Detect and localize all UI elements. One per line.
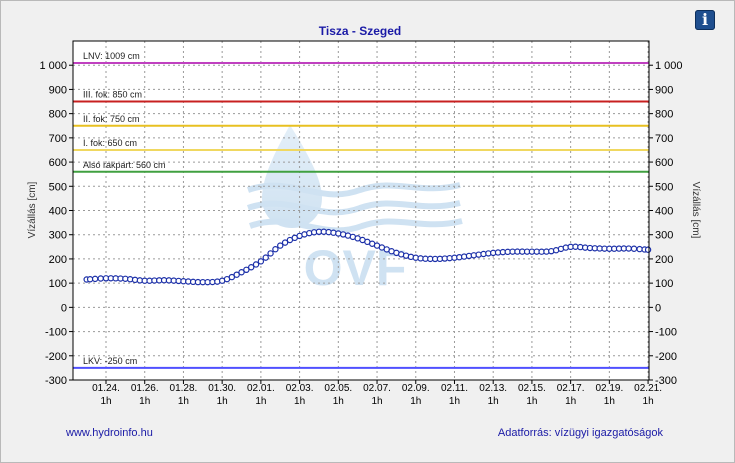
y-tick-label-right: 200 [655, 254, 673, 266]
x-tick-label-date: 01.28. [170, 383, 198, 394]
x-tick-label-date: 02.13. [479, 383, 507, 394]
y-tick-label-right: 1 000 [655, 60, 683, 72]
y-tick-label-left: 300 [49, 230, 67, 242]
data-point [91, 275, 99, 283]
x-tick-label-date: 01.26. [131, 383, 159, 394]
x-tick-label-hour: 1h [294, 396, 305, 407]
y-tick-label-right: 400 [655, 206, 673, 218]
data-point [281, 239, 289, 246]
data-point [247, 264, 255, 271]
x-tick-label-date: 02.15. [518, 383, 546, 394]
x-tick-label-date: 02.01. [247, 383, 275, 394]
data-point [267, 250, 274, 257]
y-tick-label-left: 400 [49, 206, 67, 218]
y-tick-label-right: 500 [655, 181, 673, 193]
data-point [243, 266, 250, 274]
y-tick-label-right: 0 [655, 302, 661, 314]
x-tick-label-date: 02.21. [634, 383, 662, 394]
threshold-label: II. fok: 750 cm [83, 114, 140, 124]
source-credit: Adatforrás: vízügyi igazgatóságok [497, 427, 663, 439]
y-tick-label-right: 700 [655, 133, 673, 145]
y-tick-label-left: 1 000 [39, 60, 67, 72]
x-tick-label-hour: 1h [565, 396, 576, 407]
x-tick-label-hour: 1h [449, 396, 460, 407]
data-point [277, 242, 284, 249]
threshold-label: LKV: -250 cm [83, 356, 137, 366]
x-tick-label-hour: 1h [604, 396, 615, 407]
data-point [257, 258, 265, 265]
y-tick-label-left: 0 [61, 302, 67, 314]
y-tick-label-left: 200 [49, 254, 67, 266]
x-tick-label-date: 02.11. [441, 383, 468, 394]
data-point [228, 273, 236, 281]
y-tick-label-left: 700 [49, 133, 67, 145]
x-tick-label-date: 01.30. [208, 383, 236, 394]
x-tick-label-hour: 1h [217, 396, 228, 407]
y-tick-label-left: 800 [49, 109, 67, 121]
y-tick-label-left: 900 [49, 84, 67, 96]
data-point [97, 275, 104, 282]
y-tick-label-right: 300 [655, 230, 673, 242]
threshold-label: III. fok: 850 cm [83, 90, 142, 100]
y-axis-label-left: Vízállás [cm] [27, 181, 38, 238]
y-tick-label-right: 800 [655, 109, 673, 121]
y-tick-label-left: 100 [49, 278, 67, 290]
y-tick-label-right: -200 [655, 351, 677, 363]
x-tick-label-date: 02.09. [402, 383, 430, 394]
x-tick-label-hour: 1h [488, 396, 499, 407]
plot-border [72, 40, 650, 381]
data-point [238, 269, 245, 276]
data-point [625, 245, 632, 252]
threshold-label: Alsó rakpart: 560 cm [83, 160, 166, 170]
y-tick-label-right: -100 [655, 327, 677, 339]
threshold-label: I. fok: 650 cm [83, 138, 137, 148]
info-icon: i [701, 10, 709, 29]
x-tick-label-date: 02.03. [286, 383, 314, 394]
series-group [83, 228, 652, 286]
data-point [272, 246, 279, 253]
y-tick-label-left: -100 [45, 327, 67, 339]
data-point [262, 254, 269, 261]
x-tick-label-date: 02.17. [557, 383, 585, 394]
data-point [252, 261, 260, 268]
data-point [644, 246, 652, 253]
y-axis-label-right: Vízállás [cm] [690, 182, 701, 239]
chart-title: Tisza - Szeged [319, 24, 401, 38]
x-tick-label-hour: 1h [333, 396, 344, 407]
y-tick-label-right: 900 [655, 84, 673, 96]
y-tick-label-left: 500 [49, 181, 67, 193]
y-tick-label-left: -300 [45, 375, 67, 387]
threshold-label: LNV: 1009 cm [83, 51, 140, 61]
x-tick-label-date: 02.07. [363, 383, 391, 394]
x-tick-label-hour: 1h [139, 396, 150, 407]
x-tick-label-date: 02.05. [324, 383, 352, 394]
x-tick-label-hour: 1h [526, 396, 537, 407]
data-point [630, 245, 638, 252]
x-tick-label-hour: 1h [643, 396, 654, 407]
y-tick-label-left: 600 [49, 157, 67, 169]
axes: -300 -300 -200 -200 -100 -100 0 0 100 100 200 200 30… [39, 40, 683, 407]
threshold-lines: LNV: 1009 cm III. fok: 850 cm II. fok: 750… [73, 51, 649, 369]
x-tick-label-date: 01.24. [92, 383, 120, 394]
y-tick-label-right: 600 [655, 157, 673, 169]
x-tick-label-hour: 1h [100, 396, 111, 407]
x-tick-label-hour: 1h [371, 396, 382, 407]
x-tick-label-hour: 1h [178, 396, 189, 407]
info-button[interactable]: i [695, 10, 715, 30]
data-point [233, 271, 240, 278]
y-tick-label-left: -200 [45, 351, 67, 363]
source-url[interactable]: www.hydroinfo.hu [66, 427, 153, 439]
x-tick-label-hour: 1h [410, 396, 421, 407]
y-tick-label-right: -300 [655, 375, 677, 387]
x-tick-label-date: 02.19. [595, 383, 623, 394]
x-tick-label-hour: 1h [255, 396, 266, 407]
y-tick-label-right: 100 [655, 278, 673, 290]
